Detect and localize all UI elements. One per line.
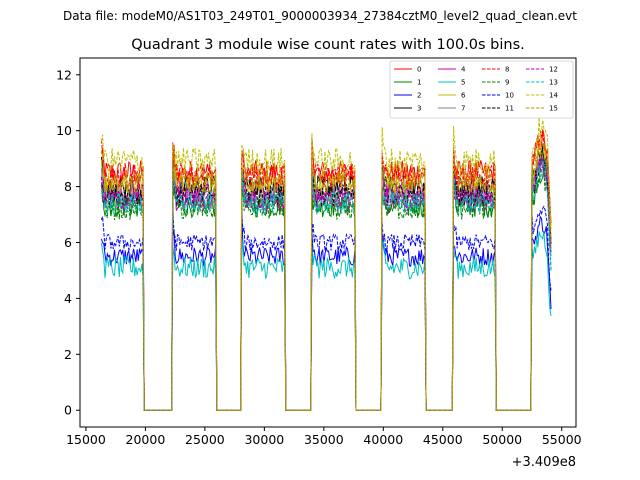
x-tick-label: 30000 [244,432,284,447]
series-line-1 [100,164,552,411]
chart-title: Quadrant 3 module wise count rates with … [131,37,525,53]
x-tick-label: 55000 [542,432,582,447]
y-tick-label: 8 [64,179,72,194]
legend-label-6: 6 [461,92,466,100]
legend-label-0: 0 [417,66,421,74]
y-tick-label: 2 [64,347,72,362]
suptitle: Data file: modeM0/AS1T03_249T01_90000039… [63,9,577,23]
x-offset-label: +3.409e8 [512,455,576,470]
legend-label-12: 12 [549,66,558,74]
legend-label-14: 14 [549,92,558,100]
y-tick-label: 6 [64,235,72,250]
legend-label-7: 7 [461,105,465,113]
y-tick-label: 12 [56,67,72,82]
legend-label-10: 10 [505,92,514,100]
legend-box [389,60,574,119]
series-line-5 [100,231,552,411]
legend-label-8: 8 [505,66,509,74]
x-tick-label: 20000 [126,432,166,447]
legend-label-9: 9 [505,79,509,87]
y-tick-label: 10 [56,123,72,138]
x-tick-label: 15000 [66,432,106,447]
legend-label-5: 5 [461,79,465,87]
y-tick-label: 0 [64,403,72,418]
axes: 15000 20000 25000 30000 35000 40000 45000 50000… [56,57,582,447]
y-tick-label: 4 [64,291,72,306]
x-tick-label: 45000 [423,432,463,447]
plot-area [100,117,552,411]
series-line-15 [100,142,552,411]
series-line-14 [100,117,552,411]
x-tick-label: 35000 [304,432,344,447]
legend-label-15: 15 [549,105,558,113]
x-tick-label: 40000 [363,432,403,447]
legend-label-3: 3 [417,105,421,113]
legend-label-2: 2 [417,92,421,100]
series-line-12 [100,155,552,411]
x-tick-label: 50000 [482,432,522,447]
series-line-10 [100,205,552,411]
legend-label-13: 13 [549,79,558,87]
series-line-0 [100,129,552,411]
legend-label-11: 11 [505,105,514,113]
series-line-13 [100,160,552,411]
x-tick-label: 25000 [185,432,225,447]
legend-label-4: 4 [461,66,466,74]
legend-label-1: 1 [417,79,421,87]
series-line-11 [101,150,552,411]
